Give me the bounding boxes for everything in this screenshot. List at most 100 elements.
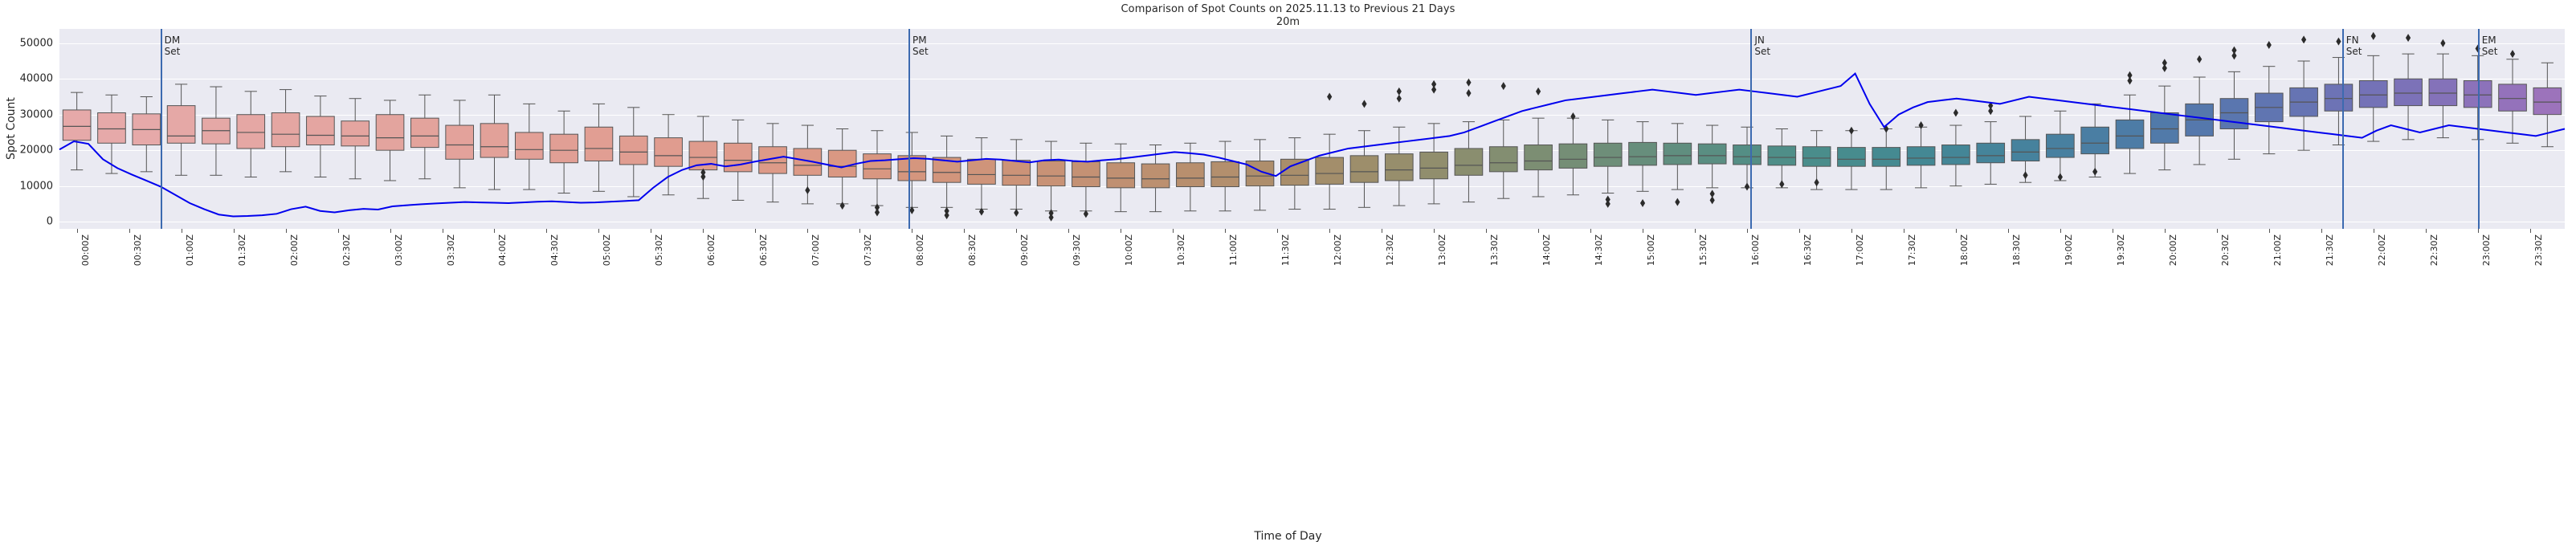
x-axis-tick-label: 07:30Z — [863, 234, 874, 267]
chart-title: Comparison of Spot Counts on 2025.11.13 … — [1121, 3, 1455, 15]
outlier-marker — [2162, 59, 2167, 67]
event-line-label: DM Set — [164, 35, 181, 57]
outlier-marker — [2231, 46, 2237, 55]
x-axis-tick-label: 00:30Z — [132, 234, 143, 267]
x-axis-tick-label: 16:30Z — [1802, 234, 1813, 267]
x-axis-tick-mark — [2007, 229, 2009, 233]
event-line — [160, 29, 162, 229]
x-axis-tick-mark — [1329, 229, 1331, 233]
x-axis-tick-mark — [76, 229, 78, 233]
y-axis-tick-label: 10000 — [19, 180, 53, 193]
x-axis-tick-mark — [1434, 229, 1435, 233]
outlier-marker — [805, 185, 810, 194]
boxplot-box — [2394, 34, 2423, 141]
outlier-marker — [874, 208, 880, 217]
outlier-marker — [2336, 37, 2341, 46]
x-axis-tick-label: 01:30Z — [236, 234, 247, 267]
gridline — [59, 150, 2565, 152]
boxplot-box — [863, 130, 892, 217]
x-axis-tick-label: 13:00Z — [1437, 234, 1448, 267]
x-axis-tick-label: 04:00Z — [497, 234, 508, 267]
x-axis-tick-mark — [859, 229, 861, 233]
x-axis-tick-label: 06:30Z — [758, 234, 770, 267]
x-axis-tick-mark — [964, 229, 965, 233]
boxplot-box — [1106, 143, 1136, 213]
boxplot-box — [1280, 137, 1309, 210]
x-axis-tick-mark — [390, 229, 391, 233]
x-axis-tick-mark — [1590, 229, 1592, 233]
outlier-marker — [1466, 89, 1472, 98]
outlier-marker — [1744, 182, 1750, 191]
boxplot-box — [2219, 46, 2249, 160]
boxplot-box — [1697, 124, 1727, 205]
outlier-marker — [2162, 63, 2167, 72]
boxplot-box — [2046, 110, 2075, 181]
boxplot-box — [1488, 82, 1518, 199]
boxplot-box — [2080, 103, 2110, 178]
outlier-marker — [1431, 85, 1437, 94]
current-day-line — [59, 71, 2566, 218]
boxplot-box — [2149, 59, 2179, 171]
boxplot-box — [445, 100, 475, 189]
outlier-marker — [874, 203, 880, 212]
x-axis-tick-mark — [1016, 229, 1018, 233]
event-line — [908, 29, 910, 229]
outlier-marker — [2301, 35, 2307, 44]
boxplot-box — [306, 96, 335, 178]
y-axis-tick-label: 50000 — [19, 37, 53, 50]
outlier-marker — [2023, 171, 2028, 180]
x-axis-tick-mark — [1798, 229, 1800, 233]
x-axis-tick-label: 02:30Z — [341, 234, 352, 267]
outlier-marker — [1327, 92, 1333, 101]
outlier-marker — [1500, 82, 1506, 91]
boxplot-box — [1558, 112, 1588, 196]
gridline — [59, 185, 2565, 187]
x-axis-tick-mark — [337, 229, 339, 233]
boxplot-box — [202, 86, 231, 176]
boxplot-box — [2324, 37, 2354, 146]
outlier-marker — [1814, 178, 1819, 187]
x-axis-tick-label: 06:00Z — [706, 234, 717, 267]
x-axis-tick-mark — [2529, 229, 2531, 233]
event-line — [2341, 29, 2344, 229]
y-axis-tick-label: 40000 — [19, 72, 53, 85]
x-axis-tick-label: 10:00Z — [1124, 234, 1135, 267]
event-line-label: EM Set — [2481, 35, 2498, 57]
outlier-marker — [1014, 208, 1019, 217]
boxplot-box — [2254, 41, 2284, 155]
outlier-marker — [978, 207, 985, 216]
x-axis-tick-label: 17:30Z — [1906, 234, 1917, 267]
boxplot-box — [723, 119, 753, 201]
x-axis-tick-label: 13:30Z — [1489, 234, 1500, 267]
boxplot-box — [1906, 121, 1936, 189]
boxplot-box — [236, 91, 266, 178]
event-line-label: FN Set — [2345, 35, 2362, 57]
boxplot-box — [967, 137, 996, 216]
x-axis-tick-label: 14:30Z — [1594, 234, 1605, 267]
boxplot-box — [1454, 78, 1484, 203]
y-axis-tick-label: 20000 — [19, 144, 53, 157]
x-axis-tick-mark — [285, 229, 287, 233]
x-axis-tick-mark — [1277, 229, 1279, 233]
outlier-marker — [1639, 198, 1646, 207]
x-axis-tick-label: 12:30Z — [1385, 234, 1396, 267]
boxplot-box — [1941, 108, 1970, 187]
boxplot-box — [1628, 121, 1657, 207]
boxplot-box — [2289, 35, 2318, 151]
boxplot-box — [1384, 87, 1414, 206]
plot-area: DM Set PM Set JN Set FN Set EM Set — [59, 29, 2566, 229]
outlier-marker — [1709, 189, 1715, 198]
outlier-marker — [2231, 51, 2237, 60]
x-axis-tick-mark — [1851, 229, 1852, 233]
boxplot-box — [1315, 92, 1344, 210]
boxplot-box — [2358, 31, 2388, 142]
boxplot-box — [1141, 145, 1170, 213]
outlier-marker — [2509, 50, 2516, 59]
x-axis-tick-mark — [703, 229, 704, 233]
boxplot-box — [1976, 101, 2006, 185]
outlier-marker — [1605, 199, 1611, 208]
outlier-marker — [1396, 87, 1402, 96]
boxplot-box — [1072, 142, 1100, 218]
event-line — [1750, 29, 1753, 229]
